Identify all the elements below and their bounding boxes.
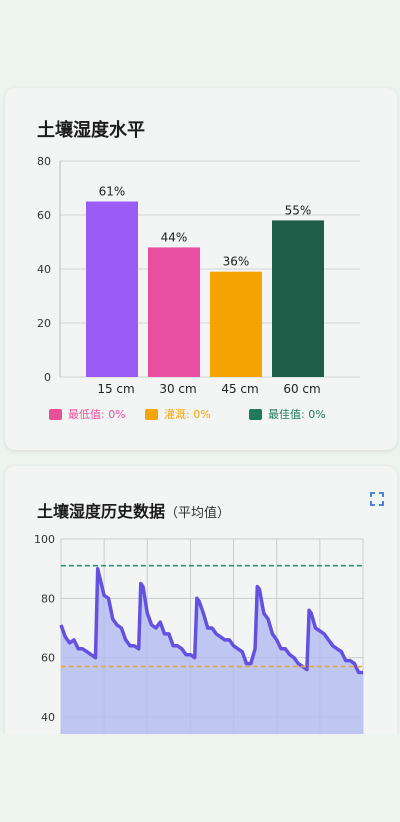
history-subtitle: （平均值） bbox=[165, 506, 231, 521]
y-tick-label: 80 bbox=[41, 592, 55, 605]
expand-icon[interactable] bbox=[370, 492, 384, 506]
legend-label-minimum: 最低值: 0% bbox=[68, 408, 126, 421]
y-tick-label: 100 bbox=[34, 533, 55, 546]
bar-data-label: 44% bbox=[161, 230, 188, 244]
x-tick-label: 60 cm bbox=[283, 382, 320, 396]
y-tick-label: 40 bbox=[41, 711, 55, 724]
legend-swatch-minimum bbox=[49, 408, 62, 420]
bar bbox=[272, 220, 324, 377]
legend-item-irrigation: 灌溉: 0% bbox=[145, 406, 211, 422]
legend-label-irrigation: 灌溉: 0% bbox=[164, 408, 211, 421]
area-fill bbox=[61, 568, 363, 756]
bar-data-label: 61% bbox=[99, 185, 126, 199]
bar bbox=[86, 201, 138, 377]
bar bbox=[148, 247, 200, 377]
y-tick-label: 40 bbox=[37, 263, 51, 276]
chart-legend: 最低值: 0% 灌溉: 0% 最佳值: 0% bbox=[49, 406, 379, 426]
y-tick-label: 20 bbox=[37, 317, 51, 330]
moisture-level-card: 土壤湿度水平 0 20 40 60 80 61% 15 cm 44% 30 cm 36% 45 cm… bbox=[5, 88, 397, 450]
bottom-background bbox=[0, 734, 400, 822]
legend-label-optimal: 最佳值: 0% bbox=[268, 408, 326, 421]
moisture-history-title: 土壤湿度历史数据（平均值） bbox=[37, 498, 230, 522]
x-tick-label: 45 cm bbox=[221, 382, 258, 396]
bar-data-label: 36% bbox=[223, 255, 250, 269]
y-tick-label: 60 bbox=[37, 209, 51, 222]
x-tick-label: 15 cm bbox=[97, 382, 134, 396]
legend-swatch-optimal bbox=[249, 408, 262, 420]
moisture-history-card: 土壤湿度历史数据（平均值） 20406080100 bbox=[5, 466, 397, 756]
legend-swatch-irrigation bbox=[145, 408, 158, 420]
bar-data-label: 55% bbox=[285, 203, 312, 217]
bar bbox=[210, 271, 262, 377]
y-tick-label: 0 bbox=[44, 371, 51, 384]
y-tick-label: 80 bbox=[37, 155, 51, 168]
history-title-text: 土壤湿度历史数据 bbox=[37, 502, 166, 521]
moisture-history-chart: 20406080100 bbox=[34, 533, 364, 756]
legend-item-optimal: 最佳值: 0% bbox=[249, 406, 326, 422]
moisture-bar-chart: 0 20 40 60 80 61% 15 cm 44% 30 cm 36% 45 cm 55% 60 c… bbox=[37, 155, 360, 396]
moisture-level-title: 土壤湿度水平 bbox=[37, 120, 145, 141]
series-line bbox=[59, 566, 363, 675]
legend-item-minimum: 最低值: 0% bbox=[49, 406, 126, 422]
x-tick-label: 30 cm bbox=[159, 382, 196, 396]
y-tick-label: 60 bbox=[41, 652, 55, 665]
